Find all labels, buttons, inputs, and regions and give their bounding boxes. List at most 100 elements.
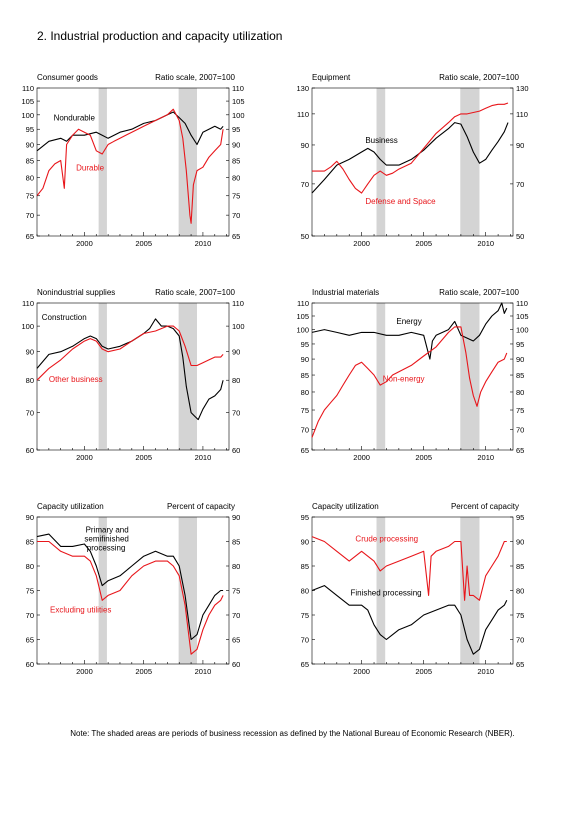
series-line-red bbox=[311, 536, 507, 601]
series-label: Construction bbox=[42, 313, 87, 322]
y-tick-label: 80 bbox=[26, 562, 34, 571]
y-tick-label: 90 bbox=[301, 355, 309, 364]
series-label: Energy bbox=[396, 317, 421, 326]
x-tick-label: 2005 bbox=[135, 239, 152, 248]
scale-label: Ratio scale, 2007=100 bbox=[155, 288, 235, 297]
panel-title: Industrial materials bbox=[312, 288, 379, 297]
y-tick-label: 80 bbox=[516, 587, 524, 596]
y-tick-label: 75 bbox=[301, 611, 309, 620]
plot-frame bbox=[311, 87, 514, 237]
y-tick-label: 105 bbox=[21, 97, 34, 106]
series-label: semifinished bbox=[84, 535, 128, 544]
series-line-black bbox=[36, 318, 224, 421]
x-tick-label: 2000 bbox=[353, 667, 370, 676]
series-line-red bbox=[36, 325, 224, 381]
y-tick-label: 70 bbox=[516, 425, 524, 434]
y-tick-label: 65 bbox=[26, 636, 34, 645]
y-tick-label: 90 bbox=[516, 538, 524, 547]
recession-band bbox=[376, 88, 386, 236]
y-tick-label: 110 bbox=[232, 84, 244, 93]
x-tick-label: 2005 bbox=[135, 453, 152, 462]
y-tick-label: 70 bbox=[26, 409, 34, 418]
y-tick-label: 50 bbox=[301, 232, 309, 241]
series-label: Other business bbox=[49, 375, 103, 384]
y-tick-label: 75 bbox=[516, 406, 524, 415]
y-tick-label: 85 bbox=[26, 538, 34, 547]
series-line-red bbox=[312, 102, 509, 194]
plot-frame bbox=[36, 87, 230, 237]
y-tick-label: 80 bbox=[516, 388, 524, 397]
y-tick-label: 80 bbox=[232, 562, 240, 571]
scale-label: Ratio scale, 2007=100 bbox=[155, 73, 235, 82]
x-tick-label: 2010 bbox=[477, 453, 494, 462]
plot-frame bbox=[311, 302, 514, 451]
y-tick-label: 80 bbox=[26, 174, 34, 183]
y-tick-label: 80 bbox=[301, 587, 309, 596]
recession-band bbox=[98, 88, 107, 236]
y-tick-label: 80 bbox=[26, 376, 34, 385]
y-tick-label: 85 bbox=[516, 371, 524, 380]
y-tick-label: 85 bbox=[232, 157, 240, 166]
series-line-red bbox=[36, 108, 224, 224]
y-tick-label: 130 bbox=[516, 84, 529, 93]
series-line-red bbox=[311, 326, 508, 438]
y-tick-label: 90 bbox=[232, 513, 240, 522]
recession-band bbox=[98, 303, 107, 450]
series-label: Finished processing bbox=[350, 588, 421, 597]
y-tick-label: 65 bbox=[516, 660, 524, 669]
y-tick-label: 75 bbox=[516, 611, 524, 620]
y-tick-label: 95 bbox=[232, 125, 240, 134]
x-tick-label: 2000 bbox=[76, 239, 93, 248]
recession-band bbox=[178, 517, 197, 664]
y-tick-label: 65 bbox=[232, 636, 240, 645]
y-tick-label: 70 bbox=[26, 611, 34, 620]
y-tick-label: 110 bbox=[232, 299, 244, 308]
y-tick-label: 70 bbox=[301, 180, 309, 189]
recession-band bbox=[178, 303, 197, 450]
panel-title: Consumer goods bbox=[37, 73, 98, 82]
panel-title: Capacity utilization bbox=[312, 502, 379, 511]
series-label: Primary and bbox=[86, 526, 129, 535]
y-tick-label: 90 bbox=[26, 348, 34, 357]
y-tick-label: 70 bbox=[232, 409, 240, 418]
y-tick-label: 80 bbox=[301, 388, 309, 397]
y-tick-label: 75 bbox=[26, 192, 34, 201]
x-tick-label: 2010 bbox=[195, 667, 212, 676]
y-tick-label: 110 bbox=[22, 84, 34, 93]
y-tick-label: 90 bbox=[26, 513, 34, 522]
plot-frame bbox=[36, 516, 230, 665]
y-tick-label: 105 bbox=[516, 312, 529, 321]
scale-label: Percent of capacity bbox=[451, 502, 519, 511]
y-tick-label: 60 bbox=[232, 446, 240, 455]
y-tick-label: 105 bbox=[296, 312, 309, 321]
series-line-black bbox=[311, 122, 509, 194]
y-tick-label: 110 bbox=[22, 299, 34, 308]
y-tick-label: 85 bbox=[301, 562, 309, 571]
y-tick-label: 100 bbox=[516, 326, 529, 335]
y-tick-label: 70 bbox=[516, 180, 524, 189]
y-tick-label: 80 bbox=[232, 376, 240, 385]
x-tick-label: 2010 bbox=[477, 667, 494, 676]
y-tick-label: 90 bbox=[26, 140, 34, 149]
y-tick-label: 75 bbox=[232, 192, 240, 201]
series-label: Crude processing bbox=[355, 535, 418, 544]
series-label: Defense and Space bbox=[365, 197, 436, 206]
y-tick-label: 70 bbox=[232, 211, 240, 220]
series-line-red bbox=[37, 540, 224, 655]
y-tick-label: 70 bbox=[232, 611, 240, 620]
y-tick-label: 95 bbox=[301, 513, 309, 522]
x-tick-label: 2000 bbox=[353, 239, 370, 248]
y-tick-label: 100 bbox=[232, 111, 245, 120]
series-label: Nondurable bbox=[54, 113, 96, 122]
y-tick-label: 65 bbox=[516, 446, 524, 455]
y-tick-label: 65 bbox=[26, 232, 34, 241]
series-label: processing bbox=[87, 543, 126, 552]
x-tick-label: 2000 bbox=[76, 453, 93, 462]
y-tick-label: 75 bbox=[301, 406, 309, 415]
y-tick-label: 70 bbox=[516, 636, 524, 645]
y-tick-label: 90 bbox=[516, 355, 524, 364]
recession-band bbox=[98, 517, 107, 664]
y-tick-label: 85 bbox=[26, 157, 34, 166]
y-tick-label: 95 bbox=[26, 125, 34, 134]
